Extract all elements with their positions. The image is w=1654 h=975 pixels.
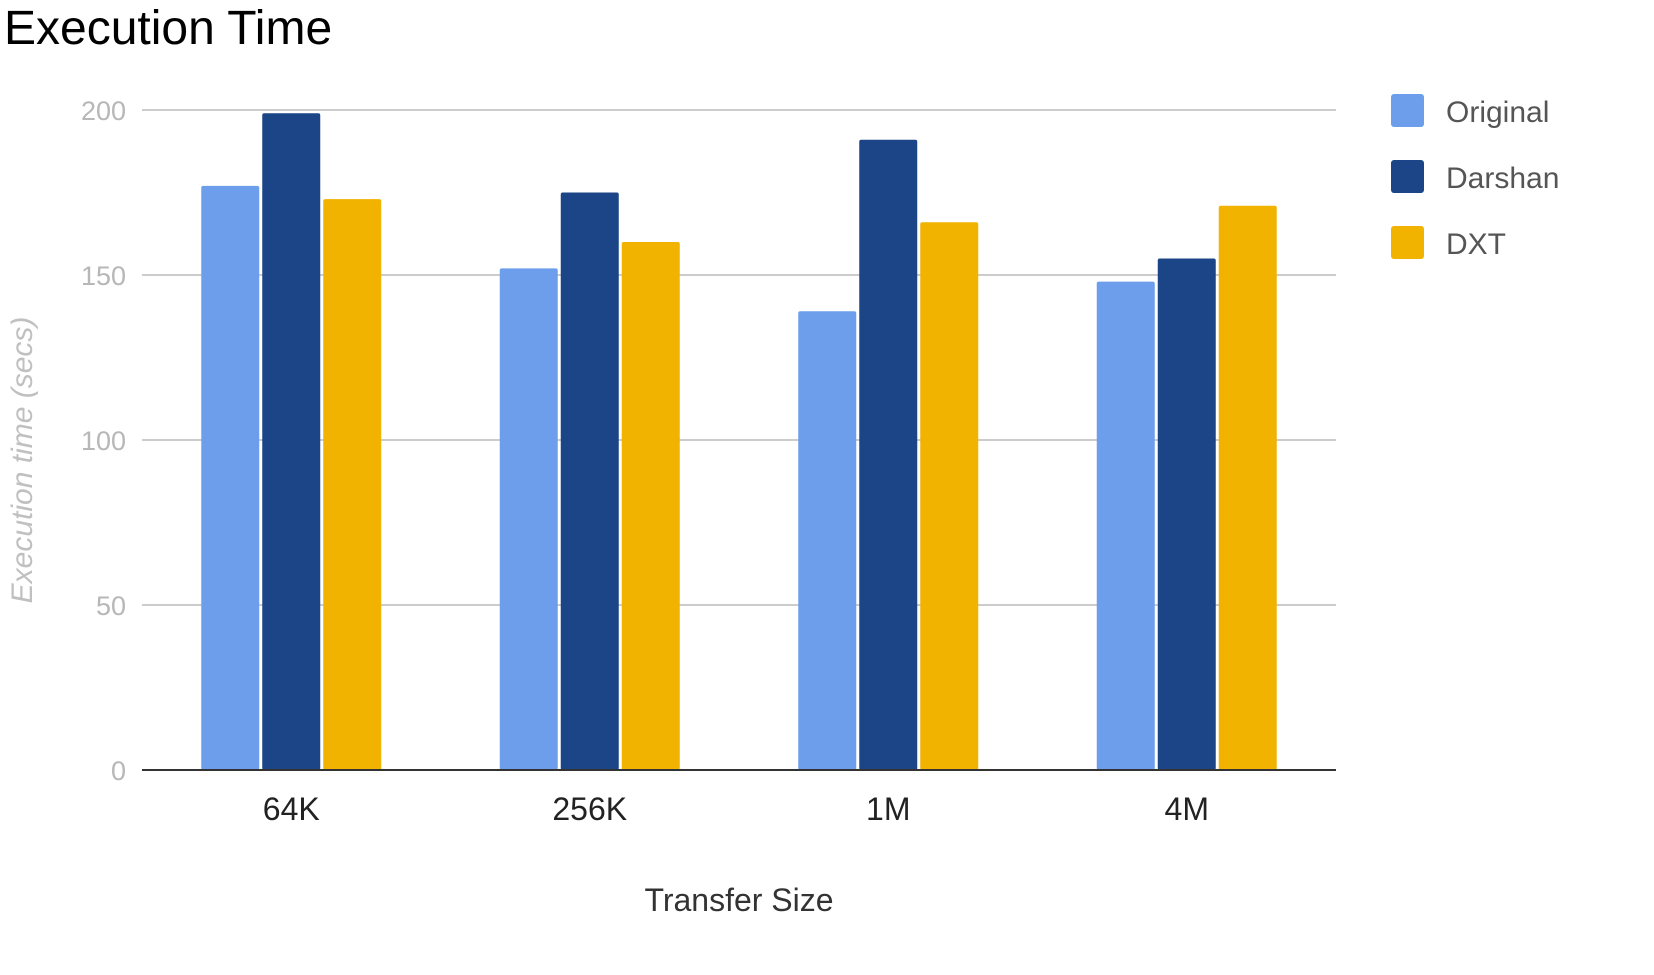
- legend-label-original: Original: [1446, 96, 1549, 129]
- bar-original-1m: [798, 311, 857, 770]
- y-tick-label: 0: [111, 756, 126, 786]
- bar-darshan-1m: [859, 139, 918, 770]
- bars: [201, 113, 1277, 771]
- bar-darshan-64k: [262, 113, 321, 771]
- bar-darshan-256k: [560, 192, 619, 770]
- y-tick-label: 100: [81, 426, 126, 456]
- legend-label-darshan: Darshan: [1446, 162, 1559, 195]
- bar-original-256k: [499, 268, 558, 770]
- axes: 0 50 100 150 200 64K 256K 1M 4M: [81, 96, 1336, 827]
- legend-swatch-dxt: [1391, 226, 1424, 259]
- gridlines: [142, 109, 1336, 606]
- x-axis-label: Transfer Size: [644, 882, 833, 918]
- legend: Original Darshan DXT: [1391, 94, 1559, 261]
- bar-dxt-4m: [1218, 205, 1277, 770]
- legend-label-dxt: DXT: [1446, 228, 1506, 261]
- bar-original-4m: [1096, 281, 1155, 770]
- x-tick-label: 64K: [263, 791, 320, 827]
- bar-dxt-256k: [621, 242, 680, 770]
- y-tick-label: 200: [81, 96, 126, 126]
- x-tick-label: 1M: [866, 791, 910, 827]
- y-tick-label: 50: [96, 591, 126, 621]
- bar-dxt-64k: [323, 199, 382, 771]
- bar-original-64k: [201, 185, 260, 770]
- bar-darshan-4m: [1157, 258, 1216, 770]
- y-axis-label: Execution time (secs): [6, 317, 39, 604]
- x-tick-label: 4M: [1165, 791, 1209, 827]
- legend-swatch-original: [1391, 94, 1424, 127]
- legend-swatch-darshan: [1391, 160, 1424, 193]
- y-tick-label: 150: [81, 261, 126, 291]
- x-tick-label: 256K: [552, 791, 627, 827]
- chart-title: Execution Time: [4, 2, 332, 55]
- bar-dxt-1m: [920, 222, 979, 770]
